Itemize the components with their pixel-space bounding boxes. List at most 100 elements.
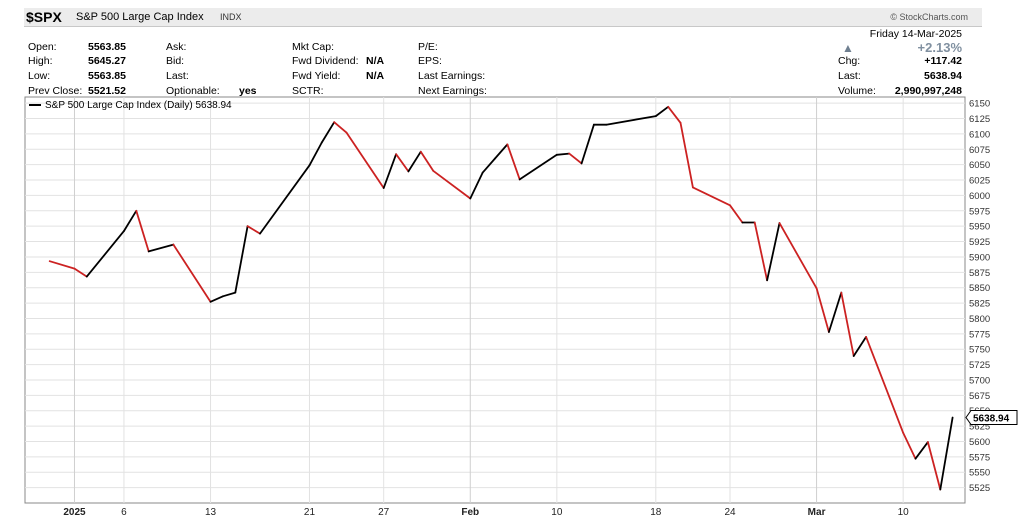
fwd-yield-value: N/A [366,70,385,82]
price-segment [48,260,76,270]
stockcharts-logo: © StockCharts.com [890,12,968,22]
price-segment [729,204,744,224]
chg-value: +117.42 [924,55,962,67]
y-tick-label: 5900 [969,252,990,263]
optionable-label: Optionable: [166,85,220,97]
y-tick-label: 5725 [969,360,990,371]
y-tick-label: 6000 [969,191,990,202]
x-tick-label: 24 [724,507,736,518]
exchange-label: INDX [220,12,242,22]
price-segment [234,225,249,294]
price-segment [308,141,323,167]
index-name: S&P 500 Large Cap Index [76,11,204,23]
price-segment [902,431,917,460]
x-tick-label: 6 [121,507,127,518]
price-segment [172,243,212,303]
price-segment [85,230,125,278]
price-segment [135,209,150,253]
y-tick-label: 6100 [969,129,990,140]
price-segment [382,153,398,189]
last-label: Last: [838,70,861,82]
price-segment [345,131,385,189]
price-segment [123,209,138,233]
high-label: High: [28,55,53,67]
next-earnings-label: Next Earnings: [418,85,487,97]
y-tick-label: 5750 [969,345,990,356]
y-tick-label: 5850 [969,283,990,294]
price-segment [828,291,843,333]
y-tick-label: 5575 [969,452,990,463]
price-segment [568,152,583,165]
last-earnings-label: Last Earnings: [418,70,486,82]
last-value: 5638.94 [924,70,962,82]
y-tick-label: 5675 [969,391,990,402]
price-segment [852,335,867,357]
y-tick-label: 5600 [969,437,990,448]
y-tick-label: 5875 [969,268,990,279]
y-tick-label: 6025 [969,176,990,187]
bid-label: Bid: [166,55,185,67]
price-segment [221,291,237,298]
x-tick-label: 2025 [63,507,86,518]
price-segment [939,416,954,491]
y-tick-label: 6150 [969,99,990,110]
x-tick-label: 18 [650,507,662,518]
eps-label: EPS: [418,55,442,67]
y-tick-label: 5625 [969,422,990,433]
x-tick-label: Mar [808,507,826,518]
price-segment [667,105,682,124]
volume-value: 2,990,997,248 [894,85,962,97]
prev-close-label: Prev Close: [28,85,83,97]
prev-close-value: 5521.52 [88,85,126,97]
price-segment [927,441,942,491]
price-segment [914,441,929,460]
price-segment [815,287,830,333]
price-segment [246,225,261,235]
price-segment [580,123,595,165]
volume-label: Volume: [838,85,876,97]
fwd-dividend-value: N/A [366,55,385,67]
price-segment [654,105,670,117]
price-segment [209,295,224,303]
triangle-up-icon: ▲ [842,41,854,55]
price-segment [766,222,781,282]
price-segment [692,186,731,207]
price-segment [679,121,694,189]
legend-label: S&P 500 Large Cap Index (Daily) 5638.94 [45,100,232,111]
y-tick-label: 5800 [969,314,990,325]
x-tick-label: 10 [551,507,563,518]
price-segment [865,335,905,434]
x-tick-label: 27 [378,507,390,518]
last-label-mid: Last: [166,70,189,82]
price-segment [73,267,88,278]
fwd-dividend-label: Fwd Dividend: [292,55,359,67]
chg-label: Chg: [838,55,861,67]
high-value: 5645.27 [88,55,126,67]
price-segment [778,222,818,290]
y-tick-label: 5825 [969,299,990,310]
price-segment [506,143,521,181]
y-tick-label: 5775 [969,329,990,340]
y-tick-label: 6050 [969,160,990,171]
chart-frame: $SPX S&P 500 Large Cap Index INDX © Stoc… [24,8,982,522]
price-segment [259,164,311,235]
low-label: Low: [28,70,51,82]
price-segment [333,121,348,134]
fwd-yield-label: Fwd Yield: [292,70,341,82]
x-tick-label: 10 [898,507,910,518]
price-segment [432,169,472,200]
percent-change: +2.13% [917,40,962,55]
price-segment [494,143,509,160]
x-tick-label: 21 [304,507,316,518]
quote-date: Friday 14-Mar-2025 [869,28,962,40]
sctr-label: SCTR: [292,85,324,97]
price-segment [419,150,435,172]
price-segment [605,115,657,126]
x-tick-label: 13 [205,507,217,518]
price-segment [753,221,768,282]
price-segment [469,171,484,200]
price-segment [518,153,558,181]
price-segment [840,291,855,357]
last-value-tag [965,409,1018,425]
